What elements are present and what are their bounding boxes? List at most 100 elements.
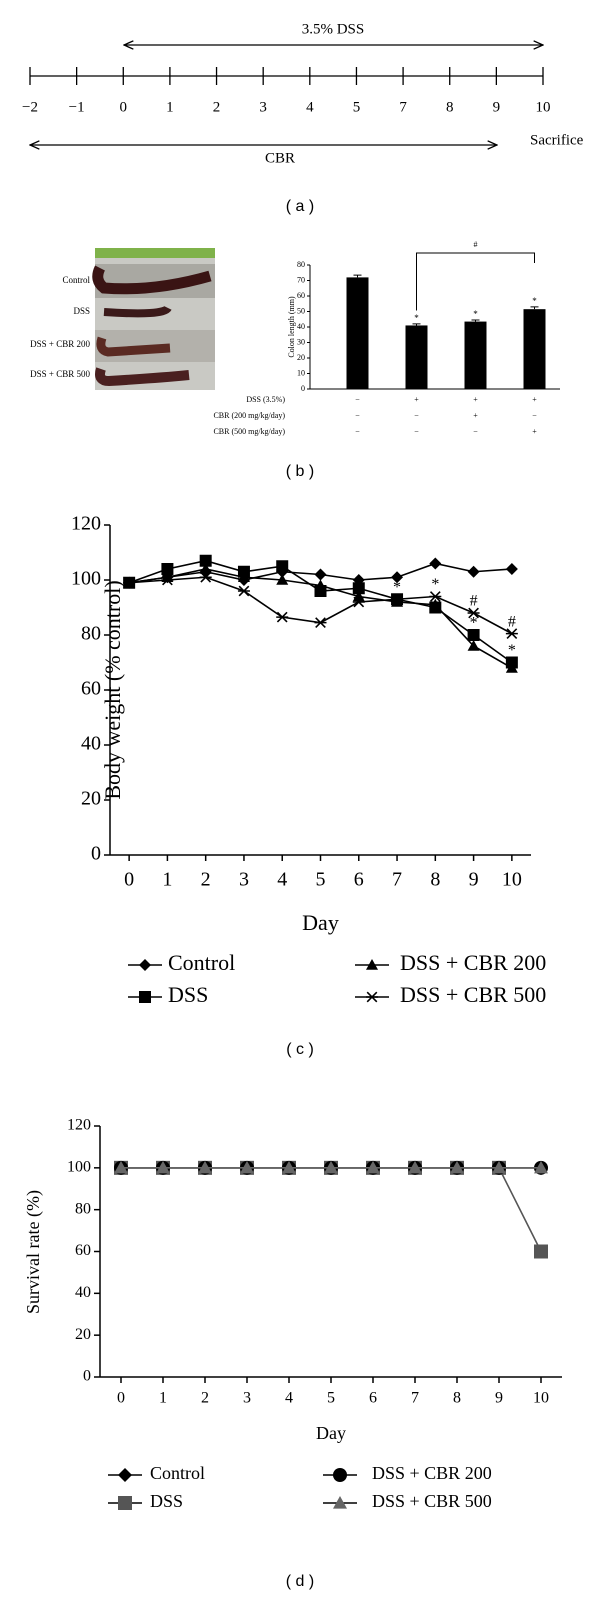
y-tick-label: 40 <box>297 322 305 331</box>
timeline-tick-label: −2 <box>22 99 38 115</box>
x-tick-label: 6 <box>369 1390 377 1407</box>
y-axis-label: Survival rate (%) <box>23 1190 44 1314</box>
annotation: * <box>431 576 439 593</box>
y-tick-label: 100 <box>71 568 101 590</box>
sacrifice-label: Sacrifice <box>530 132 584 148</box>
treatment-mark: − <box>355 427 360 436</box>
marker <box>366 1160 380 1174</box>
marker <box>161 574 174 586</box>
x-tick-label: 10 <box>502 869 522 891</box>
marker <box>276 560 289 573</box>
marker <box>429 557 442 570</box>
annotation: * <box>508 642 516 659</box>
treatment-mark: − <box>414 411 419 420</box>
legend-label: DSS + CBR 500 <box>372 1491 492 1511</box>
marker <box>237 571 250 583</box>
marker <box>352 582 365 595</box>
marker <box>199 563 212 574</box>
y-tick-label: 30 <box>297 337 305 346</box>
marker <box>114 1160 128 1174</box>
marker <box>408 1160 422 1174</box>
annotation: # <box>470 593 478 610</box>
marker <box>324 1160 338 1174</box>
y-tick-label: 60 <box>75 1242 91 1259</box>
y-tick-label: 60 <box>81 678 101 700</box>
timeline-tick-label: 10 <box>536 99 551 115</box>
marker <box>118 1496 132 1510</box>
y-tick-label: 100 <box>67 1159 91 1176</box>
annotation: * <box>470 615 478 632</box>
x-tick-label: 1 <box>159 1390 167 1407</box>
marker <box>198 1160 212 1174</box>
marker <box>366 991 378 1003</box>
y-tick-label: 120 <box>71 513 101 535</box>
photo-row-label: DSS <box>73 306 90 316</box>
y-tick-label: 80 <box>297 260 305 269</box>
legend-label: Control <box>150 1463 205 1483</box>
timeline-tick-label: 3 <box>259 99 267 115</box>
x-tick-label: 8 <box>430 869 440 891</box>
error-bar <box>353 274 362 278</box>
x-tick-label: 4 <box>277 869 287 891</box>
annotation: # <box>508 613 516 630</box>
marker <box>199 571 212 583</box>
x-tick-label: 7 <box>411 1390 419 1407</box>
treatment-name: CBR (500 mg/kg/day) <box>213 427 285 436</box>
treatment-mark: − <box>532 411 537 420</box>
x-tick-label: 1 <box>162 869 172 891</box>
timeline-tick-label: 9 <box>493 99 501 115</box>
y-axis-label: Body weight (% control) <box>100 580 125 799</box>
x-tick-label: 5 <box>316 869 326 891</box>
marker <box>156 1160 170 1174</box>
marker <box>467 640 480 651</box>
bracket <box>416 252 535 311</box>
marker <box>139 959 151 971</box>
marker <box>282 1160 296 1174</box>
photo-row-label: DSS + CBR 200 <box>30 339 90 349</box>
treatment-mark: − <box>355 411 360 420</box>
marker <box>314 568 327 581</box>
marker <box>118 1468 132 1482</box>
x-tick-label: 4 <box>285 1390 293 1407</box>
timeline-tick-label: 4 <box>306 99 314 115</box>
marker <box>139 991 151 1003</box>
marker <box>240 1160 254 1174</box>
marker <box>391 593 404 605</box>
marker <box>314 617 327 628</box>
error-bar <box>412 323 421 326</box>
treatment-mark: + <box>414 395 419 404</box>
marker <box>161 563 174 575</box>
treatment-mark: − <box>473 427 478 436</box>
photo-row-label: Control <box>62 275 90 285</box>
bar <box>405 325 428 389</box>
panel-label: ( d ) <box>286 1573 314 1590</box>
legend-label: DSS + CBR 200 <box>372 1463 492 1483</box>
bar <box>346 277 369 389</box>
bracket-label: # <box>474 240 478 249</box>
y-tick-label: 120 <box>67 1117 91 1134</box>
timeline-tick-label: 2 <box>213 99 221 115</box>
marker <box>505 662 518 673</box>
timeline-ticks: −2 −1 0 1 2 3 4 5 7 8 9 10 <box>22 67 551 115</box>
marker <box>352 596 365 608</box>
y-tick-label: 40 <box>81 733 101 755</box>
error-bar <box>530 306 539 310</box>
timeline-tick-label: 5 <box>353 99 361 115</box>
timeline-tick-label: −1 <box>69 99 85 115</box>
marker <box>534 1160 548 1174</box>
y-tick-label: 20 <box>75 1326 91 1343</box>
y-tick-label: 0 <box>301 384 305 393</box>
x-tick-label: 6 <box>354 869 364 891</box>
panel-label: ( b ) <box>286 463 314 480</box>
marker <box>505 563 518 575</box>
bar <box>523 309 546 389</box>
annotation: * <box>393 579 401 596</box>
marker <box>314 579 327 591</box>
significance: * <box>532 296 537 306</box>
dss-label: 3.5% DSS <box>302 21 365 37</box>
y-tick-label: 40 <box>75 1284 91 1301</box>
x-tick-label: 2 <box>201 1390 209 1407</box>
marker <box>237 585 250 597</box>
